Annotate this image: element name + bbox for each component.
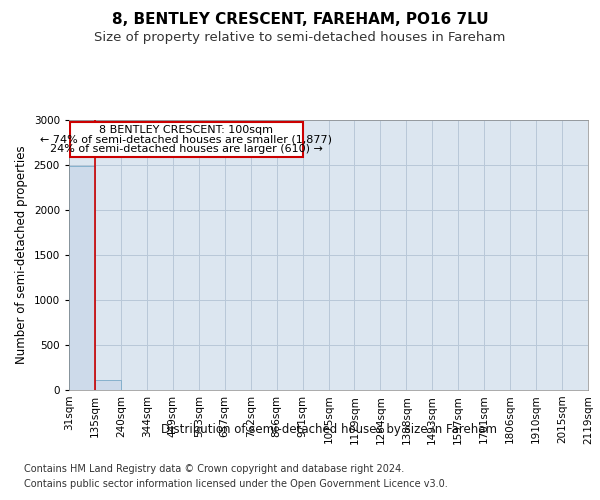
Text: 8, BENTLEY CRESCENT, FAREHAM, PO16 7LU: 8, BENTLEY CRESCENT, FAREHAM, PO16 7LU bbox=[112, 12, 488, 28]
Text: 8 BENTLEY CRESCENT: 100sqm: 8 BENTLEY CRESCENT: 100sqm bbox=[99, 124, 273, 134]
Text: Contains public sector information licensed under the Open Government Licence v3: Contains public sector information licen… bbox=[24, 479, 448, 489]
Text: ← 74% of semi-detached houses are smaller (1,877): ← 74% of semi-detached houses are smalle… bbox=[40, 134, 332, 144]
Bar bbox=[69, 166, 95, 390]
Text: 24% of semi-detached houses are larger (610) →: 24% of semi-detached houses are larger (… bbox=[50, 144, 322, 154]
Y-axis label: Number of semi-detached properties: Number of semi-detached properties bbox=[15, 146, 28, 364]
Bar bbox=[95, 380, 121, 390]
Text: Size of property relative to semi-detached houses in Fareham: Size of property relative to semi-detach… bbox=[94, 31, 506, 44]
Text: Contains HM Land Registry data © Crown copyright and database right 2024.: Contains HM Land Registry data © Crown c… bbox=[24, 464, 404, 474]
Text: Distribution of semi-detached houses by size in Fareham: Distribution of semi-detached houses by … bbox=[161, 422, 497, 436]
Bar bbox=[70, 122, 302, 157]
